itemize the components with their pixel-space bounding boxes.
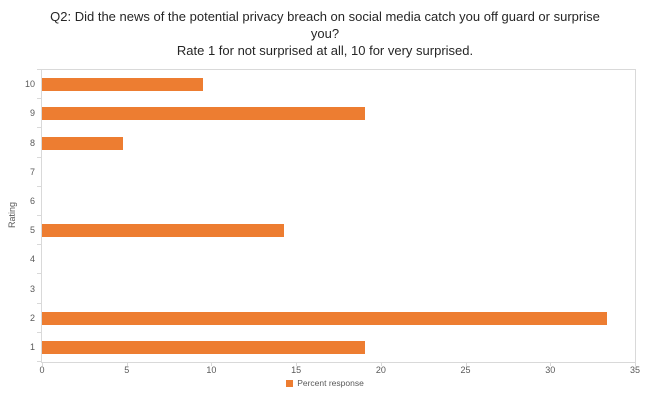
y-tick-label-1: 1 xyxy=(29,341,35,352)
y-tick-label-5: 5 xyxy=(29,225,35,236)
y-tick-mark xyxy=(37,156,41,158)
y-tick-mark xyxy=(37,69,41,70)
chart-title: Q2: Did the news of the potential privac… xyxy=(50,9,600,41)
y-tick-label-9: 9 xyxy=(29,108,35,119)
x-tick-label-0: 0 xyxy=(39,365,45,375)
x-tick-mark xyxy=(126,362,128,366)
y-tick-mark xyxy=(37,127,41,129)
x-tick-mark xyxy=(296,362,298,366)
x-tick-mark xyxy=(635,362,636,366)
bar-rating-8 xyxy=(42,136,123,150)
chart-title-block: Q2: Did the news of the potential privac… xyxy=(47,8,603,59)
x-tick-label-35: 35 xyxy=(629,365,640,375)
x-tick-mark xyxy=(211,362,213,366)
x-tick-label-15: 15 xyxy=(291,365,302,375)
y-tick-mark xyxy=(37,302,41,304)
x-tick-label-25: 25 xyxy=(460,365,471,375)
y-tick-mark xyxy=(37,98,41,100)
x-tick-label-10: 10 xyxy=(206,365,217,375)
y-tick-label-10: 10 xyxy=(24,79,35,90)
x-tick-label-20: 20 xyxy=(375,365,386,375)
bar-rating-2 xyxy=(42,311,607,325)
x-tick-mark xyxy=(42,362,43,366)
legend: Percent response xyxy=(0,378,650,388)
y-tick-mark xyxy=(37,361,41,362)
y-tick-label-4: 4 xyxy=(29,254,35,265)
y-tick-label-6: 6 xyxy=(29,195,35,206)
bar-rating-10 xyxy=(42,78,204,92)
y-tick-label-3: 3 xyxy=(29,283,35,294)
bar-rating-9 xyxy=(42,107,365,121)
plot-area xyxy=(41,69,636,363)
y-tick-label-8: 8 xyxy=(29,137,35,148)
bar-rating-5 xyxy=(42,224,285,238)
x-tick-mark xyxy=(550,362,552,366)
legend-label: Percent response xyxy=(297,378,364,388)
legend-swatch xyxy=(286,379,294,387)
y-tick-label-7: 7 xyxy=(29,166,35,177)
y-tick-label-2: 2 xyxy=(29,312,35,323)
y-tick-mark xyxy=(37,244,41,246)
y-tick-mark xyxy=(37,185,41,187)
x-tick-label-30: 30 xyxy=(545,365,556,375)
y-tick-mark xyxy=(37,215,41,216)
x-tick-mark xyxy=(380,362,382,366)
x-tick-label-5: 5 xyxy=(124,365,130,375)
x-tick-mark xyxy=(465,362,467,366)
bar-rating-1 xyxy=(42,340,365,354)
chart-subtitle: Rate 1 for not surprised at all, 10 for … xyxy=(176,43,474,58)
y-tick-mark xyxy=(37,331,41,333)
y-tick-mark xyxy=(37,273,41,275)
